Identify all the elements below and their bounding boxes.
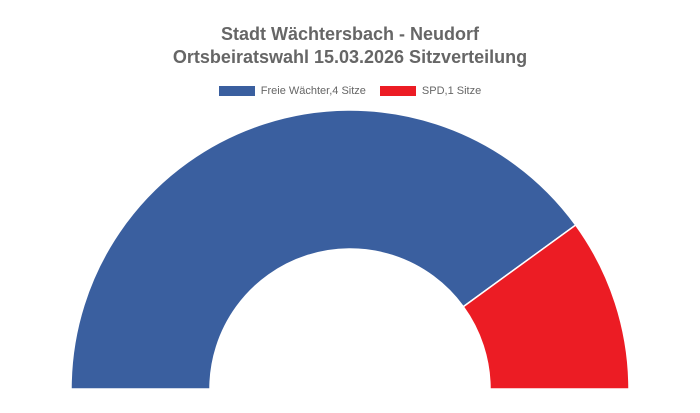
- legend-label: SPD,1 Sitze: [421, 85, 482, 97]
- legend-label: Freie Wächter,4 Sitze: [260, 85, 366, 97]
- chart-subtitle: Ortsbeiratswahl 15.03.2026 Sitzverteilun…: [172, 47, 528, 67]
- slice-1[interactable]: [462, 223, 630, 390]
- chart-title: Stadt Wächtersbach - Neudorf: [220, 24, 480, 44]
- legend-item-freie-waechter[interactable]: Freie Wächter,4 Sitze: [218, 85, 366, 97]
- legend: Freie Wächter,4 Sitze SPD,1 Sitze: [0, 85, 700, 97]
- slice-0[interactable]: [70, 109, 577, 390]
- legend-swatch: [218, 86, 255, 96]
- legend-swatch: [379, 86, 416, 96]
- legend-item-spd[interactable]: SPD,1 Sitze: [379, 85, 482, 97]
